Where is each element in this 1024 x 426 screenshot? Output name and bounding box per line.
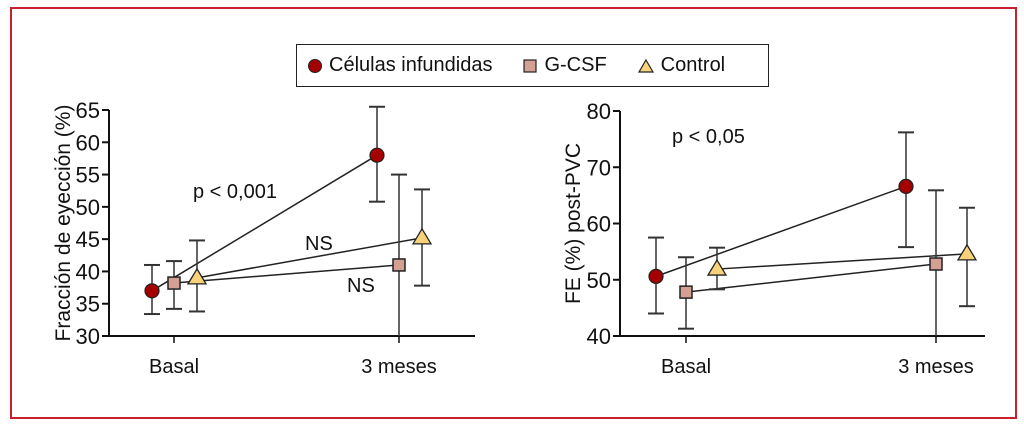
x-tick-label: 3 meses xyxy=(361,356,437,378)
x-tick-label: 3 meses xyxy=(898,356,974,378)
data-point-circle xyxy=(369,147,385,163)
y-axis-title: FE (%) post-PVC xyxy=(562,143,585,304)
x-tick-label: Basal xyxy=(661,356,711,378)
data-point-square xyxy=(392,258,406,272)
data-point-circle xyxy=(144,283,160,299)
square-marker-icon xyxy=(523,58,538,73)
data-point-circle xyxy=(648,268,664,284)
legend-item-gcsf: G-CSF xyxy=(522,54,607,77)
data-point-square xyxy=(167,276,181,290)
y-tick-label: 60 xyxy=(76,130,100,155)
data-point-square xyxy=(679,285,693,299)
y-tick-label: 40 xyxy=(76,259,100,284)
data-point-triangle xyxy=(411,227,433,245)
y-tick-label: 30 xyxy=(76,324,100,349)
data-point-circle xyxy=(898,178,914,194)
legend-item-control: Control xyxy=(637,54,725,77)
series-line-c-lulas-infundidas xyxy=(655,185,907,278)
data-point-square xyxy=(929,257,943,271)
y-axis-title: Fracción de eyección (%) xyxy=(52,105,75,342)
y-tick-label: 35 xyxy=(76,292,100,317)
circle-marker-icon xyxy=(308,58,322,73)
annotation: NS xyxy=(305,233,333,255)
y-tick-label: 40 xyxy=(587,324,611,349)
data-point-triangle xyxy=(706,258,728,276)
series-line-g-csf xyxy=(685,263,937,293)
legend-label: G-CSF xyxy=(544,54,607,76)
y-tick-label: 55 xyxy=(76,163,100,188)
x-tick-label: Basal xyxy=(149,356,199,378)
chart-panel-2: 40 50 60 70 80 Basal 3 meses FE (%) post-PVC p <… xyxy=(562,99,985,378)
annotation: NS xyxy=(347,275,375,297)
data-point-triangle xyxy=(186,267,208,285)
figure-frame xyxy=(10,7,1017,419)
legend-label: Control xyxy=(660,54,726,76)
series-line-control xyxy=(716,253,968,270)
y-tick-label: 45 xyxy=(76,227,100,252)
series-line-control xyxy=(196,237,423,279)
chart-panel-1: 30 35 40 45 50 55 60 65 Basal 3 meses Fracción de … xyxy=(52,98,475,378)
annotation: p < 0,05 xyxy=(672,126,745,148)
y-tick-label: 80 xyxy=(587,99,611,124)
y-tick-label: 65 xyxy=(76,98,100,123)
y-tick-label: 50 xyxy=(587,268,611,293)
series-line-c-lulas-infundidas xyxy=(151,154,378,292)
data-point-triangle xyxy=(956,243,978,261)
annotation: p < 0,001 xyxy=(193,181,277,203)
legend-label: Células infundidas xyxy=(329,54,493,76)
series-line-g-csf xyxy=(173,264,400,284)
y-tick-label: 70 xyxy=(587,155,611,180)
triangle-marker-icon xyxy=(637,58,654,73)
y-tick-label: 50 xyxy=(76,195,100,220)
legend: Células infundidas G-CSF Control xyxy=(296,44,769,87)
y-tick-label: 60 xyxy=(587,212,611,237)
legend-item-cells: Células infundidas xyxy=(307,54,492,77)
